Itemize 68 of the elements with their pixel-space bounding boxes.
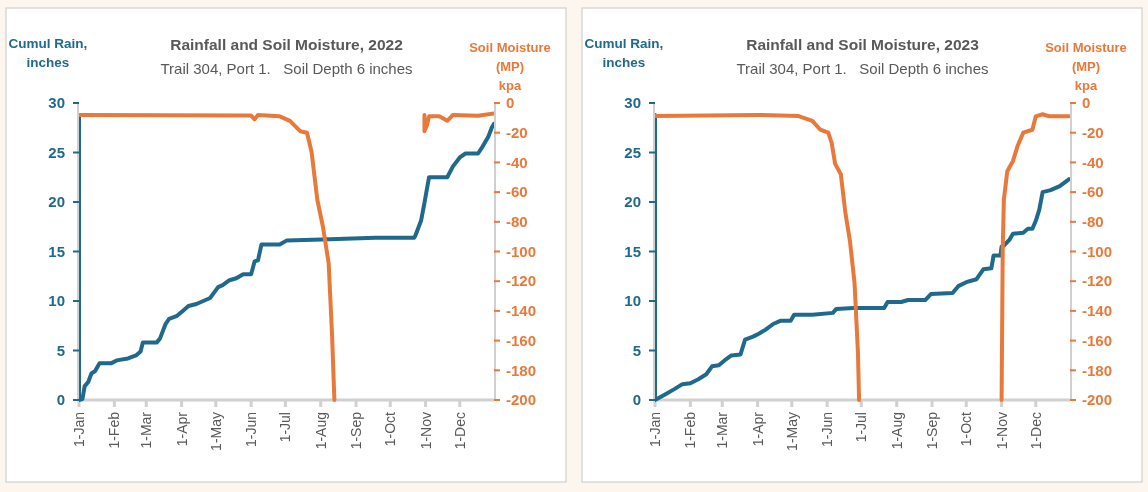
- y-tick-label: 15: [48, 242, 65, 260]
- x-tick-label: 1-Sep: [348, 411, 365, 450]
- x-tick-label: 1-Feb: [682, 411, 699, 449]
- x-tick-label: 1-Aug: [888, 412, 905, 450]
- y-axis-title: Cumul Rain, inches: [8, 36, 88, 70]
- y2-tick-label: -140: [1082, 302, 1113, 320]
- y2-axis-title: Soil Moisture (MP) kpa: [469, 40, 551, 93]
- y-tick-label: 30: [624, 94, 641, 112]
- y2-tick-label: -120: [1082, 272, 1113, 290]
- x-tick-label: 1-Mar: [138, 411, 155, 449]
- y2-tick-label: -200: [1082, 391, 1113, 409]
- y-axis-title: Cumul Rain, inches: [584, 36, 664, 70]
- x-tick-label: 1-Jan: [71, 412, 87, 448]
- x-tick-label: 1-Sep: [924, 411, 941, 450]
- y-tick-label: 0: [632, 391, 641, 409]
- x-tick-label: 1-Jul: [853, 412, 870, 443]
- y-tick-label: 25: [624, 143, 641, 161]
- y-tick-label: 20: [624, 193, 641, 211]
- y2-tick-label: -40: [506, 153, 528, 171]
- y-tick-label: 20: [48, 193, 65, 211]
- x-tick-label: 1-Oct: [958, 411, 975, 447]
- y2-tick-label: -100: [1082, 242, 1113, 260]
- chart-title: Rainfall and Soil Moisture, 2022: [170, 36, 403, 53]
- x-tick-label: 1-Nov: [993, 412, 1010, 450]
- y-tick-label: 25: [48, 143, 65, 161]
- y2-tick-label: -120: [506, 272, 537, 290]
- x-tick-label: 1-Aug: [312, 412, 329, 450]
- y2-tick-label: -100: [506, 242, 537, 260]
- x-tick-label: 1-May: [207, 412, 224, 451]
- y2-tick-label: -200: [506, 391, 537, 409]
- x-tick-label: 1-Apr: [173, 411, 190, 447]
- x-tick-label: 1-Jun: [243, 412, 260, 448]
- y2-axis-title: Soil Moisture (MP) kpa: [1045, 40, 1127, 93]
- x-tick-label: 1-Mar: [714, 411, 731, 449]
- y2-tick-label: -60: [1082, 183, 1104, 201]
- y2-tick-label: -60: [506, 183, 528, 201]
- chart-title: Rainfall and Soil Moisture, 2023: [746, 36, 980, 53]
- x-tick-label: 1-Oct: [382, 411, 399, 447]
- y2-tick-label: -40: [1082, 153, 1104, 171]
- x-tick-label: 1-Feb: [106, 411, 123, 449]
- y2-tick-label: -80: [1082, 213, 1104, 231]
- x-tick-label: 1-Jan: [647, 412, 663, 448]
- x-tick-label: 1-May: [783, 412, 800, 451]
- y2-tick-label: -20: [506, 123, 528, 141]
- y-tick-label: 10: [48, 292, 65, 310]
- x-tick-label: 1-Jun: [819, 412, 836, 448]
- chart-subtitle: Trail 304, Port 1. Soil Depth 6 inches: [736, 60, 989, 77]
- y2-tick-label: -180: [1082, 361, 1113, 379]
- y2-tick-label: -140: [506, 302, 537, 320]
- y2-tick-label: -160: [506, 331, 537, 349]
- x-tick-label: 1-Dec: [1027, 412, 1044, 450]
- x-tick-label: 1-Jul: [277, 412, 294, 443]
- y-tick-label: 30: [48, 94, 65, 112]
- y2-tick-label: -20: [1082, 123, 1104, 141]
- y-tick-label: 15: [624, 242, 641, 260]
- y2-tick-label: -160: [1082, 331, 1113, 349]
- y-tick-label: 10: [624, 292, 641, 310]
- y2-tick-label: -180: [506, 361, 537, 379]
- y2-tick-label: 0: [1082, 94, 1091, 112]
- y2-tick-label: -80: [506, 213, 528, 231]
- x-tick-label: 1-Apr: [749, 411, 766, 447]
- y-tick-label: 5: [56, 341, 65, 359]
- chart-subtitle: Trail 304, Port 1. Soil Depth 6 inches: [160, 60, 413, 77]
- y-tick-label: 0: [56, 391, 65, 409]
- x-tick-label: 1-Nov: [417, 412, 434, 450]
- x-tick-label: 1-Dec: [451, 412, 468, 450]
- y2-tick-label: 0: [506, 94, 515, 112]
- y-tick-label: 5: [632, 341, 641, 359]
